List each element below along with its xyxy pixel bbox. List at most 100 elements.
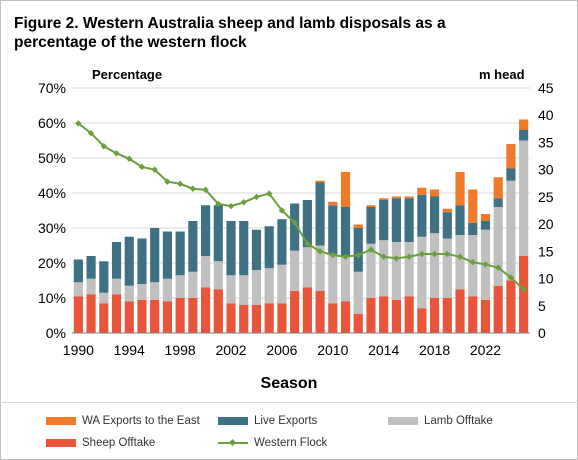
bar-segment: [353, 228, 363, 272]
bar-segment: [366, 207, 376, 244]
bar-segment: [404, 196, 414, 199]
bar-segment: [328, 201, 338, 206]
bar-segment: [201, 205, 211, 256]
y-right-tick-label: 20: [538, 216, 554, 232]
bar-segment: [430, 298, 440, 333]
bar-segment: [239, 275, 249, 305]
bar-segment: [379, 296, 389, 333]
bar-segment: [111, 242, 122, 279]
bar-segment: [519, 130, 529, 141]
bar-segment: [201, 287, 211, 333]
flock-point: [87, 129, 95, 137]
bar-segment: [290, 291, 300, 333]
legend-swatch: [46, 417, 76, 425]
bar-segment: [353, 271, 363, 314]
bar-segment: [73, 296, 83, 333]
x-tick-label: 2002: [215, 342, 246, 358]
bar-segment: [264, 226, 274, 269]
bar-segment: [124, 301, 134, 333]
bar-segment: [251, 305, 262, 333]
y-right-tick-label: 0: [538, 325, 546, 341]
bar-segment: [188, 221, 198, 272]
flock-point: [405, 253, 413, 260]
bar-segment: [417, 187, 427, 195]
bar-segment: [506, 144, 516, 169]
bar-segment: [251, 229, 262, 270]
legend-item: Live Exports: [218, 415, 317, 427]
flock-point: [431, 250, 438, 258]
bar-segment: [391, 299, 401, 333]
legend-label: Lamb Offtake: [424, 415, 493, 427]
x-tick-label: 2014: [368, 342, 399, 358]
bar-segment: [404, 242, 414, 297]
x-axis-label: Season: [260, 375, 318, 392]
flock-point: [164, 178, 171, 185]
legend-swatch: [218, 417, 248, 425]
bar-segment: [239, 305, 249, 333]
bar-segment: [226, 303, 236, 333]
flock-point: [342, 253, 349, 260]
chart-title: Figure 2. Western Australia sheep and la…: [14, 15, 446, 51]
bar-segment: [213, 261, 223, 290]
flock-point: [75, 120, 82, 127]
flock-point: [240, 199, 247, 206]
bar-segment: [86, 294, 96, 333]
flock-point: [380, 253, 387, 260]
bar-segment: [302, 287, 312, 333]
y-right-tick-label: 10: [538, 271, 554, 287]
bar-segment: [315, 182, 325, 246]
y-right-tick-label: 35: [538, 134, 554, 150]
bar-segment: [111, 294, 122, 333]
flock-point: [367, 246, 375, 253]
bar-segment: [277, 219, 287, 265]
bar-segment: [506, 280, 516, 333]
x-tick-label: 1990: [63, 342, 94, 358]
bar-segment: [391, 198, 401, 242]
legend-swatch: [218, 438, 248, 447]
bar-segment: [175, 231, 185, 276]
y-right-tick-label: 40: [538, 107, 554, 123]
bar-segment: [417, 194, 427, 237]
y-right-tick-label: 25: [538, 189, 554, 205]
bar-segment: [162, 231, 172, 279]
bar-segment: [137, 238, 147, 284]
bar-segment: [162, 301, 172, 333]
flock-point: [456, 253, 464, 260]
flock-point: [227, 202, 235, 210]
bar-segment: [290, 203, 300, 251]
flock-point: [355, 251, 362, 259]
legend-label: WA Exports to the East: [82, 415, 200, 427]
bar-segment: [442, 208, 452, 213]
y-axis-right-label: m head: [479, 67, 525, 82]
bar-segment: [468, 296, 478, 333]
bar-segment: [493, 177, 503, 199]
bar-segment: [430, 233, 440, 298]
bar-segment: [251, 270, 262, 305]
bar-segment: [404, 296, 414, 333]
bar-segment: [379, 198, 389, 200]
bar-segment: [264, 268, 274, 304]
y-left-tick-label: 60%: [38, 115, 66, 131]
bar-segment: [277, 264, 287, 304]
flock-point: [469, 259, 476, 266]
bar-segment: [417, 308, 427, 333]
x-tick-label: 2006: [266, 342, 297, 358]
bar-segment: [175, 275, 185, 298]
bar-segment: [430, 189, 440, 197]
bar-segment: [353, 224, 363, 228]
flock-point: [202, 186, 209, 194]
bar-segment: [506, 180, 516, 281]
y-left-tick-label: 70%: [38, 80, 66, 96]
legend-item: Sheep Offtake: [46, 437, 155, 449]
bar-segment: [99, 292, 109, 304]
chart-plot: 0% 10% 20% 30% 40% 50% 60% 70% 0 5 10 15 20 25 30 35 40 4…: [38, 80, 554, 358]
bar-segment: [468, 189, 478, 223]
bar-segment: [226, 221, 236, 276]
bar-segment: [391, 196, 401, 199]
bar-segment: [201, 256, 211, 288]
bar-segment: [379, 200, 389, 241]
bar-segment: [442, 238, 452, 298]
bar-segment: [264, 303, 274, 333]
bar-segment: [137, 284, 147, 300]
bar-segment: [340, 301, 351, 333]
